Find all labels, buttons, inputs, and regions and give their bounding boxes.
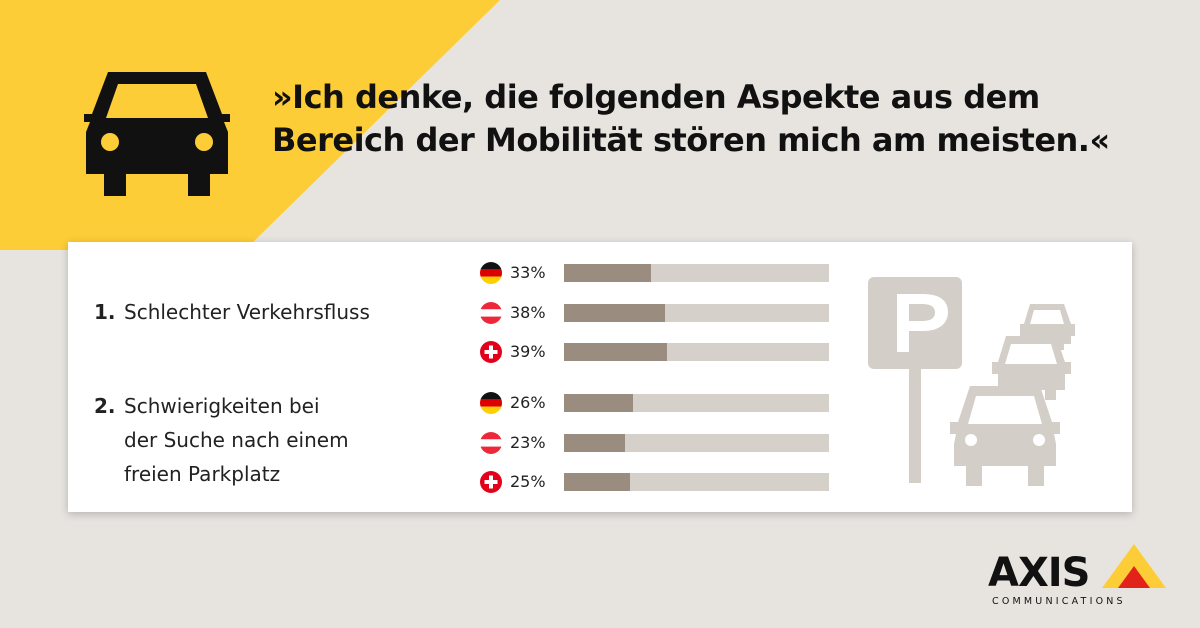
bar-value-label: 38% [510, 303, 546, 322]
item-label-line: freien Parkplatz [124, 462, 281, 486]
bar-track [564, 394, 829, 412]
bar [564, 394, 633, 412]
item-label-line: Schlechter Verkehrsfluss [124, 300, 370, 324]
parking-sign-icon [868, 277, 1075, 486]
logo-subline: COMMUNICATIONS [992, 596, 1126, 607]
austria-flag-icon [480, 302, 502, 324]
switzerland-flag-icon [480, 341, 502, 363]
item-number: 1. [94, 300, 116, 324]
bar-value-label: 33% [510, 263, 546, 282]
bar-value-label: 23% [510, 433, 546, 452]
germany-flag-icon [480, 392, 502, 414]
bar [564, 304, 665, 322]
germany-flag-icon [480, 262, 502, 284]
bar-value-label: 26% [510, 393, 546, 412]
bar-track [564, 304, 829, 322]
item-label-line: der Suche nach einem [124, 428, 349, 452]
bar-track [564, 343, 829, 361]
survey-card: 1. Schlechter Verkehrsfluss 2. Schwierig… [68, 242, 1132, 512]
logo-wordmark: AXIS [988, 550, 1090, 596]
bar-value-label: 39% [510, 342, 546, 361]
bar-track [564, 473, 829, 491]
austria-flag-icon [480, 432, 502, 454]
bar [564, 473, 631, 491]
bar [564, 434, 625, 452]
bar-value-label: 25% [510, 472, 546, 491]
bar-track [564, 434, 829, 452]
bar [564, 343, 668, 361]
item-number: 2. [94, 394, 116, 418]
headline-line-2: Bereich der Mobilität stören mich am mei… [272, 121, 1110, 159]
car-icon [84, 72, 230, 196]
axis-logo: AXIS COMMUNICATIONS [988, 544, 1166, 607]
item-label-line: Schwierigkeiten bei [124, 394, 320, 418]
headline-line-1: »Ich denke, die folgenden Aspekte aus de… [272, 78, 1040, 116]
switzerland-flag-icon [480, 471, 502, 493]
headline: »Ich denke, die folgenden Aspekte aus de… [272, 76, 1172, 162]
bar-track [564, 264, 829, 282]
bar [564, 264, 652, 282]
